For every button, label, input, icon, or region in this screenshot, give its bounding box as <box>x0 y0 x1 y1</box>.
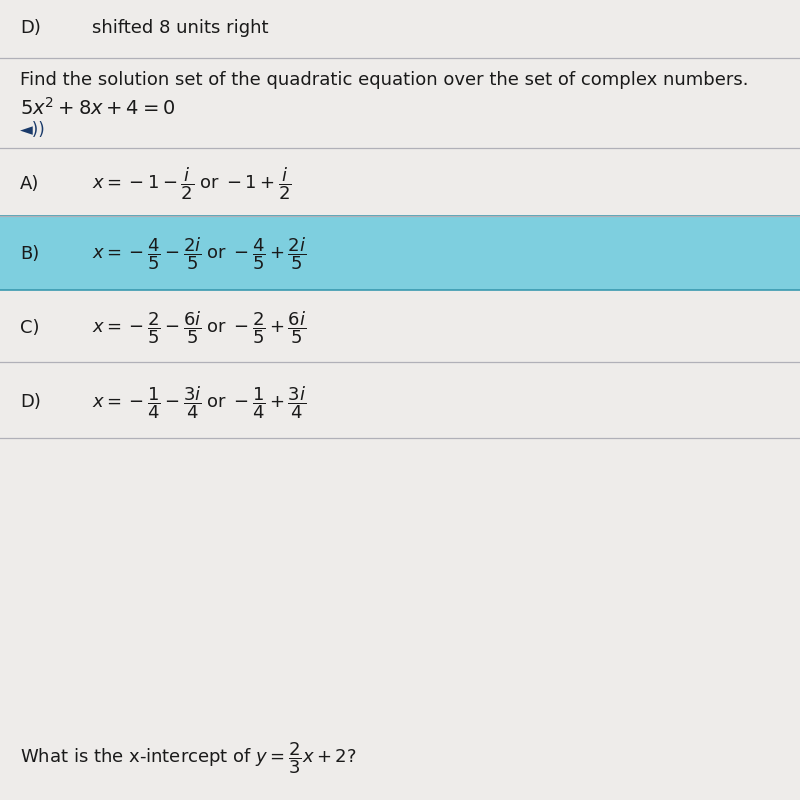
Bar <box>0 216 800 290</box>
Text: shifted 8 units right: shifted 8 units right <box>92 19 269 37</box>
Text: ◄)): ◄)) <box>20 121 46 138</box>
Text: $x = -\dfrac{1}{4} - \dfrac{3i}{4}\;\mathrm{or}\;-\dfrac{1}{4} + \dfrac{3i}{4}$: $x = -\dfrac{1}{4} - \dfrac{3i}{4}\;\mat… <box>92 384 306 421</box>
Text: B): B) <box>20 245 39 262</box>
Text: Find the solution set of the quadratic equation over the set of complex numbers.: Find the solution set of the quadratic e… <box>20 71 749 89</box>
Text: $5x^2 + 8x + 4 = 0$: $5x^2 + 8x + 4 = 0$ <box>20 97 175 119</box>
Text: D): D) <box>20 19 41 37</box>
Text: $x = -\dfrac{4}{5} - \dfrac{2i}{5}\;\mathrm{or}\;-\dfrac{4}{5} + \dfrac{2i}{5}$: $x = -\dfrac{4}{5} - \dfrac{2i}{5}\;\mat… <box>92 235 306 272</box>
Text: $x = -1 - \dfrac{i}{2}\;\mathrm{or}\;-1 + \dfrac{i}{2}$: $x = -1 - \dfrac{i}{2}\;\mathrm{or}\;-1 … <box>92 166 292 202</box>
Text: A): A) <box>20 175 39 193</box>
Text: D): D) <box>20 394 41 411</box>
Text: C): C) <box>20 319 39 337</box>
Text: What is the x-intercept of $y = \dfrac{2}{3}x + 2$?: What is the x-intercept of $y = \dfrac{2… <box>20 741 357 776</box>
Text: $x = -\dfrac{2}{5} - \dfrac{6i}{5}\;\mathrm{or}\;-\dfrac{2}{5} + \dfrac{6i}{5}$: $x = -\dfrac{2}{5} - \dfrac{6i}{5}\;\mat… <box>92 310 306 346</box>
